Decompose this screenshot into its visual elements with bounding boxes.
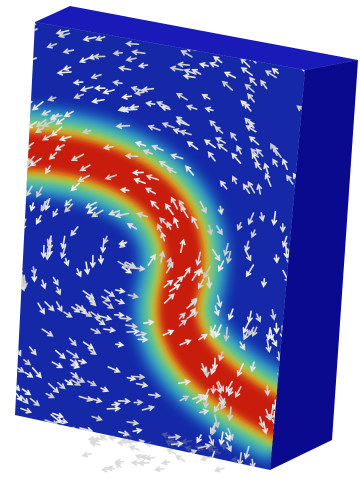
arrow xyxy=(7,37,17,43)
arrow xyxy=(260,28,269,36)
arrow xyxy=(12,431,23,437)
arrow xyxy=(155,467,163,471)
arrow xyxy=(10,434,17,438)
arrow xyxy=(23,102,32,111)
arrow xyxy=(163,460,170,464)
arrow xyxy=(5,75,10,80)
visualization xyxy=(0,0,361,483)
arrow xyxy=(21,23,33,27)
arrow xyxy=(176,22,188,26)
arrow xyxy=(201,456,210,460)
arrow xyxy=(33,461,40,465)
arrow xyxy=(14,21,26,25)
arrow xyxy=(90,457,97,461)
arrow xyxy=(16,209,20,221)
arrow xyxy=(17,124,28,130)
arrow xyxy=(290,28,300,36)
arrow xyxy=(220,460,225,472)
arrow xyxy=(9,89,20,96)
arrow xyxy=(83,453,91,457)
arrow xyxy=(4,173,10,181)
arrow xyxy=(10,298,16,308)
arrow xyxy=(57,439,66,445)
arrow xyxy=(10,350,15,356)
arrow xyxy=(66,456,75,461)
arrow xyxy=(304,463,309,473)
arrow xyxy=(12,441,19,445)
arrow xyxy=(13,130,22,137)
arrow xyxy=(226,28,236,32)
arrow xyxy=(9,199,14,210)
arrow xyxy=(257,29,265,34)
arrow xyxy=(251,22,259,30)
arrow xyxy=(13,190,19,197)
arrow xyxy=(48,447,54,451)
arrow xyxy=(168,449,176,453)
arrow xyxy=(308,467,312,477)
arrow xyxy=(13,124,22,131)
arrow xyxy=(296,27,301,33)
arrow xyxy=(3,72,13,78)
arrow xyxy=(273,33,280,37)
arrow xyxy=(19,214,23,221)
arrow xyxy=(14,57,19,62)
arrow xyxy=(13,418,22,422)
arrow xyxy=(101,436,107,440)
arrow xyxy=(4,145,11,153)
arrow xyxy=(130,446,139,450)
arrow xyxy=(280,24,287,31)
arrow xyxy=(17,437,28,442)
arrow xyxy=(16,278,20,289)
arrow xyxy=(10,98,20,104)
arrow xyxy=(68,427,77,431)
arrow xyxy=(215,467,224,471)
arrow xyxy=(17,146,22,154)
arrow xyxy=(51,435,61,442)
arrow xyxy=(18,268,22,275)
arrow xyxy=(9,168,16,177)
arrow xyxy=(12,455,21,462)
arrow xyxy=(139,461,149,465)
page: (() => { const data = JSON.parse(documen… xyxy=(0,0,361,483)
arrow xyxy=(24,24,36,29)
arrow xyxy=(267,25,275,32)
arrow xyxy=(199,465,203,472)
arrow xyxy=(20,143,27,150)
arrow xyxy=(66,454,76,458)
arrow xyxy=(116,460,124,464)
arrow xyxy=(213,20,222,24)
arrow xyxy=(22,69,29,74)
arrow xyxy=(297,458,301,470)
arrow xyxy=(9,206,13,214)
arrow xyxy=(222,17,229,21)
arrow xyxy=(176,456,184,462)
arrow xyxy=(15,38,24,45)
arrow xyxy=(13,467,23,471)
arrow xyxy=(13,56,22,60)
arrow xyxy=(10,80,21,85)
